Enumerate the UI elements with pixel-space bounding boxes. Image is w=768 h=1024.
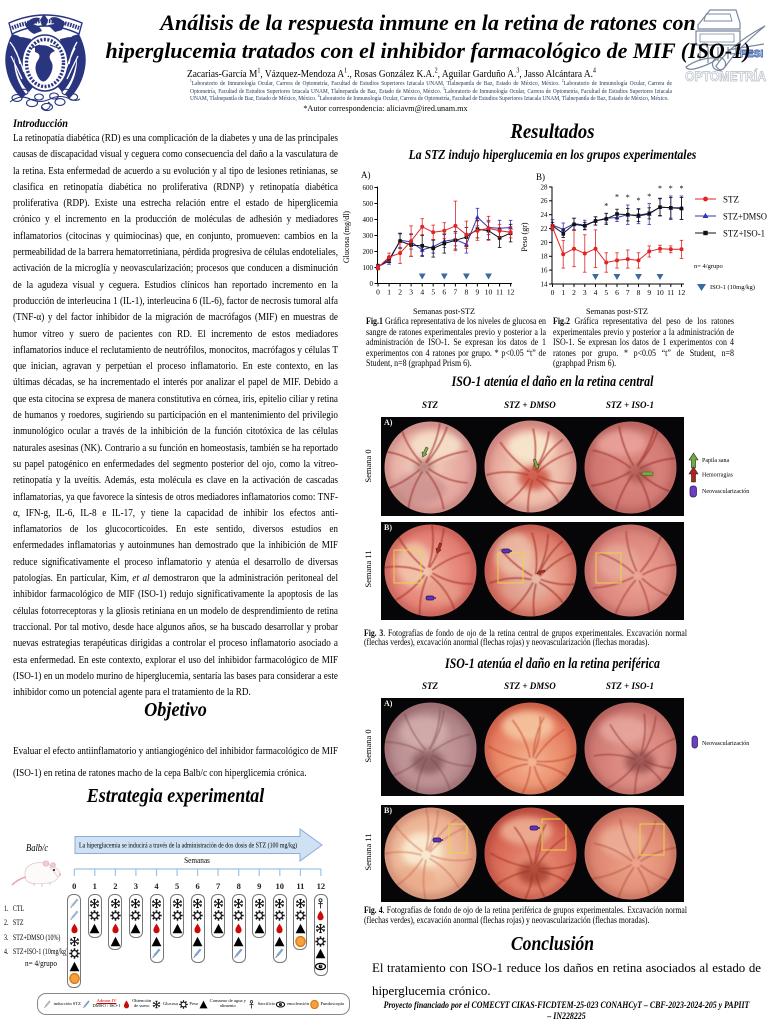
svg-text:*: * bbox=[669, 184, 673, 193]
svg-text:ISO-1 (10mg/kg): ISO-1 (10mg/kg) bbox=[710, 284, 755, 291]
svg-text:Glucosa (mg/dl): Glucosa (mg/dl) bbox=[342, 211, 351, 264]
svg-text:*: * bbox=[647, 192, 651, 201]
svg-text:Neovascularización: Neovascularización bbox=[702, 741, 749, 747]
svg-text:26: 26 bbox=[541, 197, 549, 205]
svg-text:28: 28 bbox=[541, 183, 549, 191]
svg-text:5: 5 bbox=[431, 288, 435, 297]
svg-text:6: 6 bbox=[615, 288, 619, 297]
svg-text:9: 9 bbox=[647, 288, 651, 297]
svg-text:100: 100 bbox=[363, 264, 374, 272]
svg-text:5: 5 bbox=[604, 288, 608, 297]
svg-text:STZ: STZ bbox=[723, 195, 739, 205]
svg-text:2: 2 bbox=[398, 288, 402, 297]
svg-text:FESI: FESI bbox=[740, 48, 763, 60]
svg-text:12: 12 bbox=[507, 288, 515, 297]
svg-text:STZ+DMSO: STZ+DMSO bbox=[723, 212, 767, 222]
svg-text:*: * bbox=[626, 193, 630, 202]
svg-text:18: 18 bbox=[541, 253, 549, 261]
svg-text:1: 1 bbox=[561, 288, 565, 297]
svg-text:12: 12 bbox=[678, 288, 686, 297]
svg-text:A): A) bbox=[361, 170, 371, 180]
svg-text:8: 8 bbox=[465, 288, 469, 297]
svg-text:B): B) bbox=[536, 172, 545, 182]
svg-text:4: 4 bbox=[594, 288, 598, 297]
svg-text:400: 400 bbox=[363, 216, 374, 224]
svg-text:Semanas post-STZ: Semanas post-STZ bbox=[413, 306, 475, 316]
svg-text:7: 7 bbox=[454, 288, 458, 297]
svg-text:20: 20 bbox=[541, 239, 549, 247]
svg-text:11: 11 bbox=[496, 288, 503, 297]
svg-text:8: 8 bbox=[637, 288, 641, 297]
svg-text:1: 1 bbox=[387, 288, 391, 297]
svg-text:200: 200 bbox=[363, 248, 374, 256]
svg-text:Semanas post-STZ: Semanas post-STZ bbox=[586, 306, 648, 316]
svg-text:300: 300 bbox=[363, 232, 374, 240]
svg-text:10: 10 bbox=[656, 288, 664, 297]
svg-text:La hiperglucemia se inducirá a: La hiperglucemia se inducirá a través de… bbox=[79, 841, 297, 850]
svg-text:0: 0 bbox=[551, 288, 555, 297]
svg-text:Papila sana: Papila sana bbox=[702, 458, 729, 464]
svg-text:9: 9 bbox=[476, 288, 480, 297]
svg-text:Neovascularización: Neovascularización bbox=[702, 489, 749, 495]
svg-text:OPTOMETRÍA: OPTOMETRÍA bbox=[685, 68, 766, 84]
svg-text:16: 16 bbox=[541, 267, 549, 275]
svg-text:*: * bbox=[604, 202, 608, 211]
svg-text:*: * bbox=[615, 193, 619, 202]
svg-text:Hemorragias: Hemorragias bbox=[702, 473, 734, 479]
svg-text:24: 24 bbox=[541, 211, 549, 219]
svg-text:*: * bbox=[680, 184, 684, 193]
svg-text:2: 2 bbox=[572, 288, 576, 297]
svg-text:7: 7 bbox=[626, 288, 630, 297]
svg-text:500: 500 bbox=[363, 200, 374, 208]
svg-text:STZ+ISO-1: STZ+ISO-1 bbox=[723, 229, 765, 239]
svg-text:n= 4/grupo: n= 4/grupo bbox=[694, 263, 723, 270]
svg-text:0: 0 bbox=[370, 280, 374, 288]
svg-text:*: * bbox=[658, 184, 662, 193]
svg-text:11: 11 bbox=[667, 288, 674, 297]
svg-text:Peso (gr): Peso (gr) bbox=[520, 222, 529, 251]
svg-text:3: 3 bbox=[583, 288, 587, 297]
svg-text:14: 14 bbox=[541, 280, 549, 288]
svg-text:6: 6 bbox=[442, 288, 446, 297]
svg-text:10: 10 bbox=[485, 288, 493, 297]
svg-text:0: 0 bbox=[376, 288, 380, 297]
svg-text:*: * bbox=[637, 196, 641, 205]
svg-text:600: 600 bbox=[363, 184, 374, 192]
svg-text:4: 4 bbox=[420, 288, 424, 297]
svg-text:22: 22 bbox=[541, 225, 549, 233]
svg-text:3: 3 bbox=[409, 288, 413, 297]
